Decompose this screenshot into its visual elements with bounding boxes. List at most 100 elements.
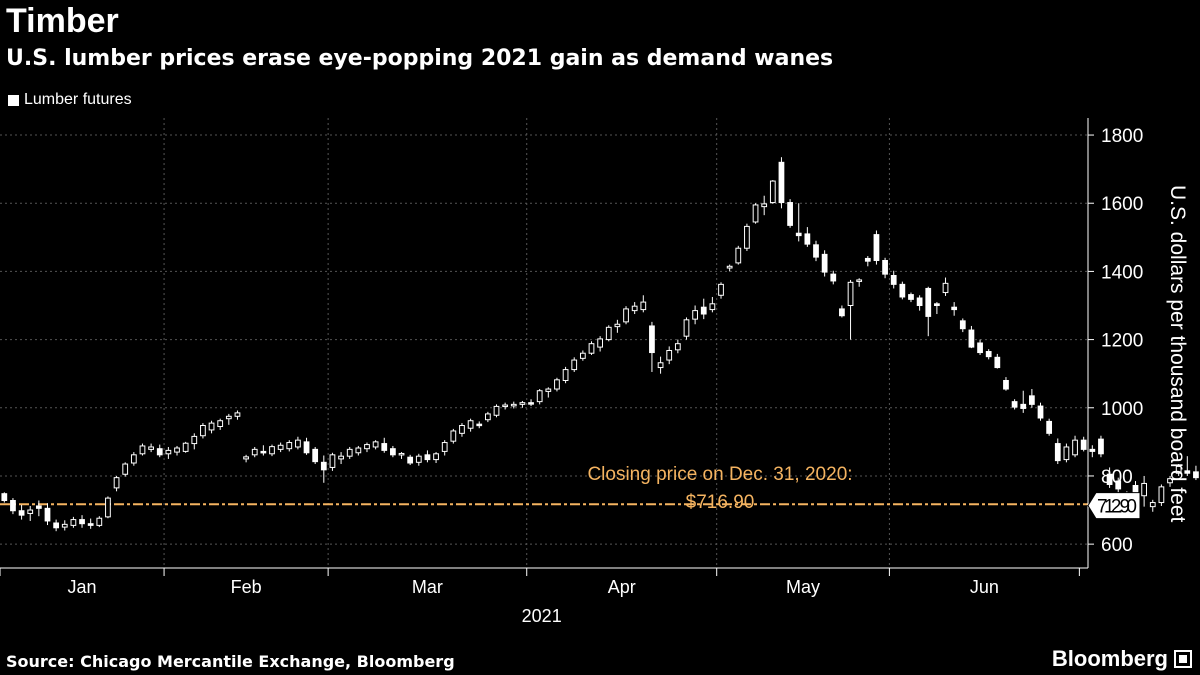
candle-body [217,420,224,428]
candle-body [1054,443,1061,462]
candle [761,195,768,216]
candle-body [398,452,405,456]
candle [562,366,569,384]
candle [10,498,16,515]
candle [718,282,724,299]
candle [1158,484,1165,506]
y-tick-label: 1200 [1101,331,1143,352]
candle-body [346,448,353,457]
candle-body [839,308,845,317]
candle [692,305,698,325]
candle-body [407,456,414,464]
candle [830,270,837,285]
candle-body [381,443,388,451]
candle-body [847,281,854,306]
candle [1037,402,1044,421]
legend-swatch [8,94,19,106]
candle [139,443,146,456]
candle [346,446,353,459]
grid-layer [0,118,1088,568]
candle [1175,464,1182,476]
candle [338,452,344,465]
candle [1,492,8,503]
candle [536,389,543,405]
candle [528,399,534,407]
candle-body [208,422,215,431]
candle [467,418,474,432]
candle-body [1003,380,1009,390]
candle-body [752,204,759,223]
candle [977,339,983,355]
y-tick-label: 1000 [1101,399,1143,420]
candle [174,445,180,456]
candle-body [908,294,914,300]
candle [459,423,465,437]
candle-body [536,390,543,403]
candle-body [18,510,25,516]
y-tick-label: 1800 [1101,126,1143,147]
candle [148,443,154,453]
y-tick-label: 1400 [1101,262,1143,283]
candle [251,446,258,458]
candle [113,475,120,492]
candle-body [61,523,68,528]
candle [1141,475,1148,507]
candle-body [484,413,491,421]
candle-body [10,500,16,512]
candle-body [156,448,163,456]
candle [415,453,422,466]
candle-body [1072,439,1078,456]
candle-body [1132,485,1139,493]
y-axis-label: U.S. dollars per thousand board feet [1166,185,1189,523]
candle-body [1089,448,1096,452]
candle-body [493,405,500,416]
y-tick-label: 1600 [1101,194,1143,215]
candle-body [856,279,863,282]
candle [934,302,940,315]
candle [856,278,863,287]
candle-body [1167,478,1173,484]
candle-body [571,359,578,371]
candle [968,325,975,349]
candle [243,454,249,463]
y-axis-label-box: U.S. dollars per thousand board feet [1157,134,1197,574]
candle-body [70,519,77,526]
candle-body [467,420,474,429]
candle [925,286,932,337]
candle [1020,390,1027,413]
candle-body [251,448,258,456]
candle-body [441,442,448,452]
candle-body [588,343,595,354]
candle [182,441,189,453]
candle-body [303,441,310,454]
candle-body [942,282,949,294]
candle [295,436,301,450]
candle-body [35,505,42,509]
candle [959,318,966,333]
candle-body [27,509,34,514]
candle [1003,377,1009,391]
candle [769,180,776,204]
candle-body [813,244,819,258]
candle-body [225,415,232,420]
candle-body [44,507,51,522]
candle-body [804,233,811,245]
candle-body [105,497,111,518]
candle-body [329,454,336,468]
candle-body [1184,470,1191,474]
candle [390,445,396,458]
candle [994,353,1001,369]
candle [450,428,457,444]
candle-body [778,161,785,204]
candle [640,295,647,313]
candle-body [1063,446,1070,461]
candle-body [1046,420,1053,434]
candle-body [243,456,249,460]
candle [260,445,267,456]
candle-body [735,247,742,264]
legend: Lumber futures [8,91,132,109]
x-tick-label-feb: Feb [231,577,262,597]
candle [744,223,750,251]
candle [623,306,629,325]
candle [847,279,854,340]
